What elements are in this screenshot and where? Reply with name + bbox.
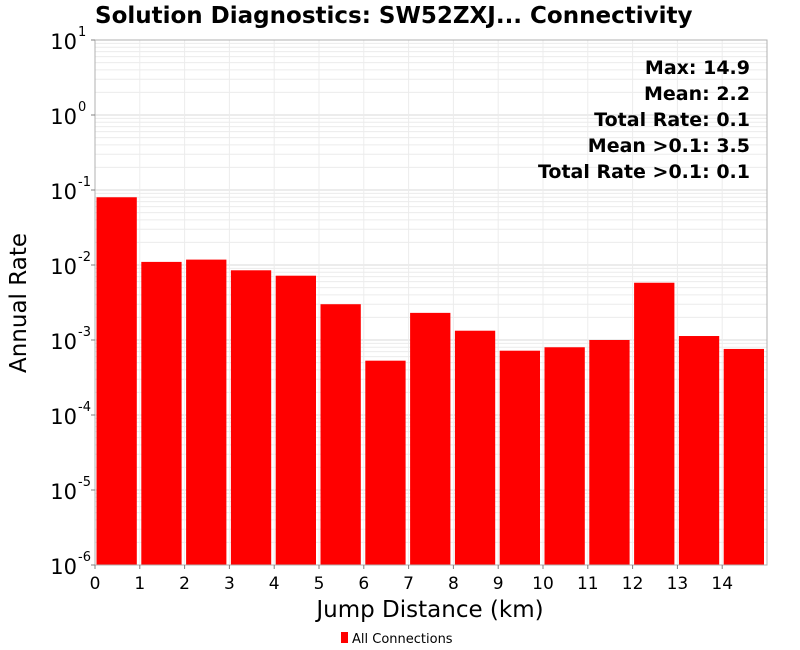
bar [454, 330, 496, 565]
y-tick-label: 10 [50, 180, 77, 204]
bar [544, 347, 585, 565]
stats-annotation: Mean >0.1: 3.5 [588, 135, 750, 157]
y-tick-label: 10 [50, 330, 77, 354]
bar [320, 304, 361, 565]
y-tick-label: 10 [50, 255, 77, 279]
y-tick-label: 10 [50, 105, 77, 129]
x-tick-label: 14 [711, 574, 733, 594]
y-tick-exponent: -3 [78, 325, 91, 340]
stats-annotation: Total Rate >0.1: 0.1 [538, 161, 750, 183]
stats-annotation: Max: 14.9 [645, 57, 750, 79]
chart-title: Solution Diagnostics: SW52ZXJ... Connect… [95, 3, 692, 29]
y-tick-label: 10 [50, 555, 77, 579]
x-tick-label: 1 [134, 574, 145, 594]
x-tick-label: 4 [269, 574, 280, 594]
x-tick-label: 9 [493, 574, 504, 594]
x-tick-label: 6 [358, 574, 369, 594]
y-tick-exponent: -6 [78, 550, 91, 565]
x-tick-label: 2 [179, 574, 190, 594]
stats-annotation: Total Rate: 0.1 [594, 109, 750, 131]
bar [365, 360, 406, 565]
y-tick-exponent: -5 [78, 475, 91, 490]
y-tick-label: 10 [50, 480, 77, 504]
x-tick-label: 8 [448, 574, 459, 594]
y-tick-exponent: 0 [78, 100, 86, 115]
bar [230, 270, 272, 565]
y-tick-exponent: -1 [78, 175, 91, 190]
x-tick-label: 7 [403, 574, 414, 594]
y-tick-exponent: -4 [78, 400, 91, 415]
x-tick-label: 11 [577, 574, 599, 594]
stats-annotations: Max: 14.9 Mean: 2.2 Total Rate: 0.1 Mean >0… [538, 57, 750, 183]
legend-swatch [341, 632, 348, 643]
bar [723, 348, 764, 565]
y-tick-label: 10 [50, 405, 77, 429]
bar [186, 259, 227, 565]
bar [678, 336, 720, 565]
x-tick-label: 5 [314, 574, 325, 594]
y-tick-exponent: -2 [78, 250, 91, 265]
y-tick-label: 10 [50, 30, 77, 54]
x-tick-label: 3 [224, 574, 235, 594]
bar [275, 275, 316, 565]
x-tick-label: 13 [667, 574, 689, 594]
x-tick-label: 10 [532, 574, 554, 594]
legend-label: All Connections [352, 632, 453, 647]
x-axis-label: Jump Distance (km) [314, 597, 543, 623]
x-axis-ticks: 0 1 2 3 4 5 6 7 8 9 10 11 12 13 14 [90, 565, 733, 594]
x-tick-label: 0 [90, 574, 101, 594]
x-tick-label: 12 [622, 574, 644, 594]
bars [96, 197, 764, 565]
legend: All Connections [341, 632, 453, 647]
bar [410, 312, 451, 565]
bar [96, 197, 137, 565]
bar [141, 261, 182, 565]
bar [634, 282, 675, 565]
stats-annotation: Mean: 2.2 [644, 83, 750, 105]
plot-border [94, 39, 768, 566]
y-tick-exponent: 1 [78, 25, 86, 40]
bar [499, 350, 540, 565]
y-axis-label: Annual Rate [6, 233, 32, 373]
bar [589, 340, 630, 565]
